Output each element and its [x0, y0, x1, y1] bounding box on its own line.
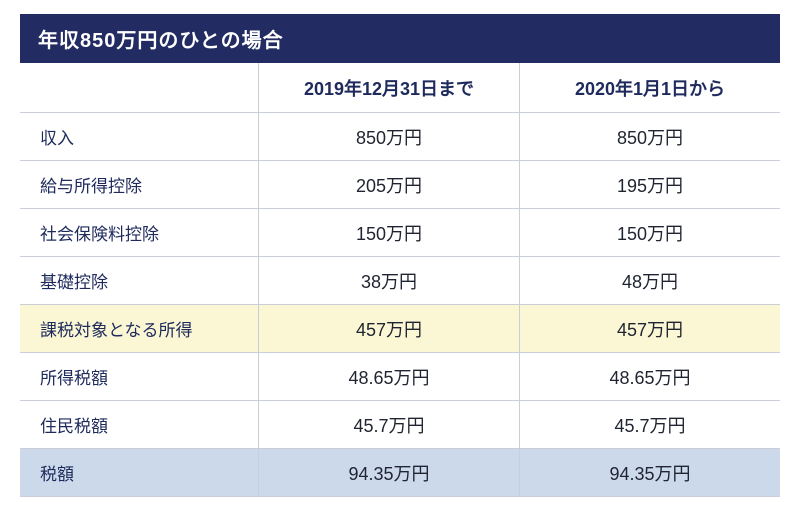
row-value-after: 48万円 [519, 257, 780, 304]
row-label: 所得税額 [40, 369, 108, 388]
row-label: 社会保険料控除 [40, 225, 159, 244]
row-value-before: 48.65万円 [258, 353, 519, 400]
table-row: 課税対象となる所得 457万円 457万円 [20, 305, 780, 353]
row-value-before: 38万円 [258, 257, 519, 304]
row-label: 税額 [40, 465, 74, 484]
row-value-before: 457万円 [258, 305, 519, 352]
header-empty-cell [20, 63, 258, 112]
column-header-before: 2019年12月31日まで [258, 63, 519, 112]
row-value-before: 850万円 [258, 113, 519, 160]
table-row: 収入 850万円 850万円 [20, 113, 780, 161]
row-label: 基礎控除 [40, 273, 108, 292]
row-label: 給与所得控除 [40, 177, 142, 196]
row-value-after: 45.7万円 [519, 401, 780, 448]
table-row: 住民税額 45.7万円 45.7万円 [20, 401, 780, 449]
table-row: 所得税額 48.65万円 48.65万円 [20, 353, 780, 401]
table-title: 年収850万円のひとの場合 [20, 14, 780, 63]
row-value-before: 45.7万円 [258, 401, 519, 448]
row-value-before: 94.35万円 [258, 449, 519, 496]
row-value-before: 205万円 [258, 161, 519, 208]
row-value-after: 195万円 [519, 161, 780, 208]
row-label: 住民税額 [40, 417, 108, 436]
row-label: 収入 [40, 129, 74, 148]
tax-table: 2019年12月31日まで 2020年1月1日から 収入 850万円 850万円… [20, 63, 780, 497]
table-row: 税額 94.35万円 94.35万円 [20, 449, 780, 497]
table-row: 給与所得控除 205万円 195万円 [20, 161, 780, 209]
row-value-after: 150万円 [519, 209, 780, 256]
table-row: 基礎控除 38万円 48万円 [20, 257, 780, 305]
table-header-row: 2019年12月31日まで 2020年1月1日から [20, 63, 780, 113]
column-header-after: 2020年1月1日から [519, 63, 780, 112]
row-value-after: 48.65万円 [519, 353, 780, 400]
row-value-before: 150万円 [258, 209, 519, 256]
row-value-after: 94.35万円 [519, 449, 780, 496]
row-value-after: 850万円 [519, 113, 780, 160]
row-label: 課税対象となる所得 [40, 321, 193, 340]
row-value-after: 457万円 [519, 305, 780, 352]
table-row: 社会保険料控除 150万円 150万円 [20, 209, 780, 257]
